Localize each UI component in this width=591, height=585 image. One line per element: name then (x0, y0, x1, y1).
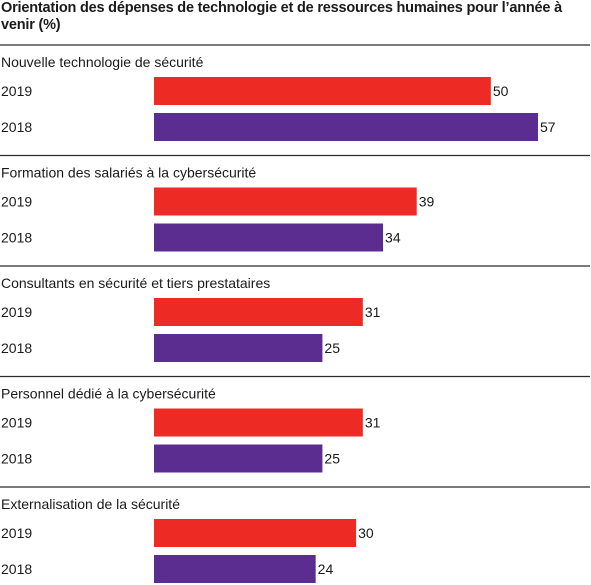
year-label: 2019 (1, 83, 32, 99)
value-label: 39 (419, 194, 435, 210)
year-label: 2018 (1, 340, 32, 356)
bar-2018 (154, 555, 316, 583)
year-label: 2018 (1, 561, 32, 577)
year-label: 2019 (1, 525, 32, 541)
bar-2019 (154, 77, 491, 105)
value-label: 50 (493, 83, 509, 99)
bar-2018 (154, 113, 538, 141)
bar-2019 (154, 298, 363, 326)
year-label: 2019 (1, 415, 32, 431)
bar-2019 (154, 408, 363, 437)
category-label: Personnel dédié à la cybersécurité (1, 386, 216, 402)
bar-2018 (154, 223, 384, 252)
category-label: Nouvelle technologie de sécurité (1, 54, 204, 70)
value-label: 31 (365, 415, 381, 431)
year-label: 2018 (1, 451, 32, 467)
year-label: 2019 (1, 304, 32, 320)
category-label: Formation des salariés à la cybersécurit… (1, 165, 256, 181)
bar-2018 (154, 334, 323, 362)
year-label: 2018 (1, 119, 32, 135)
bar-2019 (154, 187, 417, 216)
value-label: 57 (540, 119, 556, 135)
chart-title: Orientation des dépenses de technologie … (1, 0, 562, 33)
category-label: Externalisation de la sécurité (1, 496, 180, 512)
value-label: 24 (318, 561, 334, 577)
bar-2018 (154, 444, 323, 473)
value-label: 30 (358, 525, 374, 541)
year-label: 2018 (1, 230, 32, 246)
value-label: 25 (324, 451, 340, 467)
value-label: 25 (324, 340, 340, 356)
bar-2019 (154, 519, 357, 547)
year-label: 2019 (1, 194, 32, 210)
value-label: 31 (365, 304, 381, 320)
category-label: Consultants en sécurité et tiers prestat… (1, 275, 270, 291)
value-label: 34 (385, 230, 401, 246)
